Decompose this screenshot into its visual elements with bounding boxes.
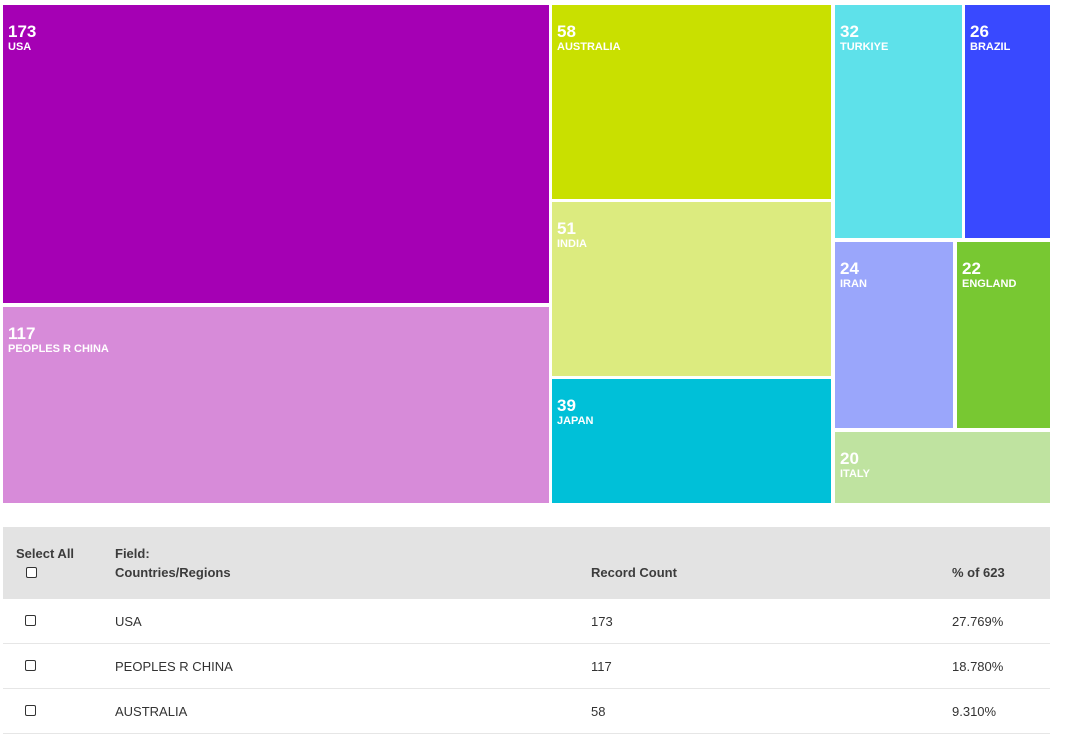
tile-label: ITALY xyxy=(840,468,870,480)
percent-header-label: % of 623 xyxy=(952,565,1005,580)
treemap-tile-england[interactable]: 22 ENGLAND xyxy=(957,242,1050,428)
row-count: 173 xyxy=(591,613,613,629)
treemap-tile-india[interactable]: 51 INDIA xyxy=(552,202,831,376)
treemap-tile-iran[interactable]: 24 IRAN xyxy=(835,242,953,428)
treemap-tile-brazil[interactable]: 26 BRAZIL xyxy=(965,5,1050,238)
tile-label: BRAZIL xyxy=(970,41,1011,53)
tile-value: 22 xyxy=(962,259,981,278)
select-all-header: Select All xyxy=(3,527,103,599)
treemap-tile-italy[interactable]: 20 ITALY xyxy=(835,432,1050,503)
tile-value: 117 xyxy=(8,324,36,343)
treemap-tile-usa[interactable]: 173 USA xyxy=(3,5,549,303)
row-count: 117 xyxy=(591,658,612,674)
tile-label: IRAN xyxy=(840,278,867,290)
tile-value: 58 xyxy=(557,22,576,41)
table-row: USA 173 27.769% xyxy=(3,599,1050,644)
tile-label: USA xyxy=(8,41,32,53)
tile-value: 51 xyxy=(557,219,576,238)
percent-header[interactable]: % of 623 xyxy=(940,527,1050,599)
row-percent: 27.769% xyxy=(952,613,1004,629)
treemap-chart: 173 USA 117 PEOPLES R CHINA 58 AUSTRALIA 51 IND… xyxy=(3,5,1050,503)
row-checkbox[interactable] xyxy=(25,704,36,716)
tile-value: 24 xyxy=(840,259,859,278)
row-name: AUSTRALIA xyxy=(115,703,188,719)
treemap-tile-australia[interactable]: 58 AUSTRALIA xyxy=(552,5,831,199)
row-name: PEOPLES R CHINA xyxy=(115,658,233,674)
row-checkbox[interactable] xyxy=(25,614,36,626)
treemap-tile-japan[interactable]: 39 JAPAN xyxy=(552,379,831,503)
field-label: Field: xyxy=(115,546,150,561)
row-count: 58 xyxy=(591,703,606,719)
field-name: Countries/Regions xyxy=(115,565,231,580)
row-percent: 9.310% xyxy=(952,703,997,719)
tile-label: ENGLAND xyxy=(962,278,1017,290)
tile-value: 26 xyxy=(970,22,989,41)
record-count-header[interactable]: Record Count xyxy=(579,527,940,599)
table-header-row: Select All Field: Countries/Regions Reco… xyxy=(3,527,1050,599)
row-checkbox[interactable] xyxy=(25,659,36,671)
results-table: Select All Field: Countries/Regions Reco… xyxy=(3,527,1050,734)
select-all-label: Select All xyxy=(16,546,75,561)
treemap-tile-turkiye[interactable]: 32 TURKIYE xyxy=(835,5,962,238)
tile-value: 32 xyxy=(840,22,859,41)
tile-value: 173 xyxy=(8,22,37,41)
row-percent: 18.780% xyxy=(952,658,1004,674)
row-name: USA xyxy=(115,613,142,629)
table-row: AUSTRALIA 58 9.310% xyxy=(3,688,1050,734)
treemap-tile-peoples-r-china[interactable]: 117 PEOPLES R CHINA xyxy=(3,307,549,503)
table-row: PEOPLES R CHINA 117 18.780% xyxy=(3,643,1050,689)
tile-label: INDIA xyxy=(557,238,587,250)
field-header: Field: Countries/Regions xyxy=(103,527,579,599)
tile-value: 20 xyxy=(840,449,859,468)
tile-label: JAPAN xyxy=(557,415,594,427)
select-all-checkbox[interactable] xyxy=(26,567,37,578)
tile-label: TURKIYE xyxy=(840,41,889,53)
record-count-header-label: Record Count xyxy=(591,565,677,580)
tile-label: AUSTRALIA xyxy=(557,41,621,53)
tile-label: PEOPLES R CHINA xyxy=(8,343,109,355)
tile-value: 39 xyxy=(557,396,576,415)
